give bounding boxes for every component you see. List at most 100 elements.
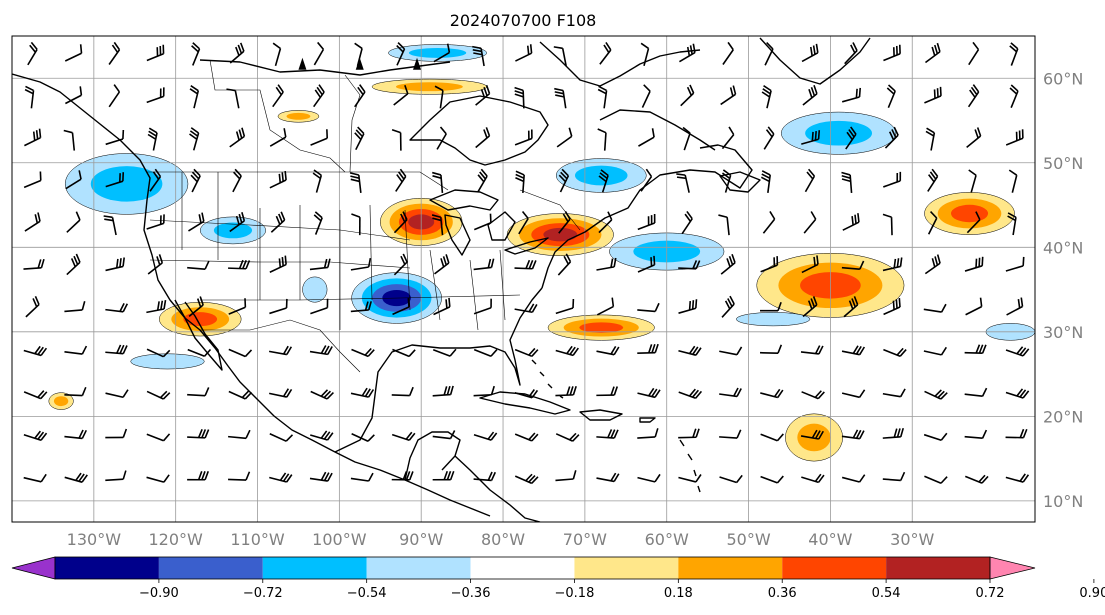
lon-label: 100°W bbox=[312, 530, 367, 549]
wind-barb bbox=[927, 168, 939, 192]
anomaly-contour-14-1 bbox=[286, 112, 311, 120]
lon-label: 30°W bbox=[890, 530, 934, 549]
wind-barb bbox=[269, 433, 294, 442]
wind-barb bbox=[189, 127, 200, 151]
wind-barb bbox=[23, 390, 48, 400]
wind-barb bbox=[473, 385, 495, 397]
wind-barb bbox=[923, 346, 947, 356]
wind-barb bbox=[147, 254, 164, 275]
wind-barb bbox=[681, 210, 693, 235]
wind-barb bbox=[108, 84, 121, 108]
wind-barb bbox=[270, 211, 286, 233]
wind-barb bbox=[187, 428, 210, 439]
wind-barbs bbox=[23, 41, 1030, 485]
wind-barb bbox=[841, 87, 862, 103]
wind-barb bbox=[719, 429, 742, 439]
wind-barb bbox=[966, 127, 982, 148]
wind-barb bbox=[1005, 473, 1030, 483]
wind-barb bbox=[433, 43, 451, 63]
map-area bbox=[12, 36, 1035, 522]
lat-label: 60°N bbox=[1043, 69, 1083, 88]
wind-barb bbox=[351, 213, 361, 236]
wind-barb bbox=[391, 386, 414, 397]
wind-barb bbox=[764, 42, 774, 66]
wind-barb bbox=[924, 389, 948, 400]
wind-barb bbox=[882, 257, 903, 272]
wind-barb bbox=[555, 386, 577, 397]
wind-barb bbox=[477, 168, 488, 193]
wind-barb bbox=[396, 42, 406, 66]
wind-barb bbox=[66, 211, 81, 233]
wind-barb bbox=[391, 128, 402, 151]
wind-barb bbox=[473, 348, 498, 358]
anomaly-contour-16-0 bbox=[736, 312, 811, 327]
wind-barb bbox=[763, 126, 775, 150]
wind-barb bbox=[841, 171, 853, 193]
anomaly-contour-4-3 bbox=[543, 227, 578, 242]
wind-barb bbox=[719, 474, 743, 484]
lon-label: 120°W bbox=[149, 530, 204, 549]
wind-barb bbox=[146, 214, 165, 230]
wind-barb bbox=[760, 170, 771, 193]
wind-barb bbox=[393, 253, 408, 276]
wind-barb bbox=[391, 471, 414, 481]
wind-barb bbox=[269, 170, 287, 189]
wind-barb bbox=[269, 298, 288, 315]
wind-barb bbox=[310, 298, 329, 315]
wind-barb bbox=[350, 301, 372, 313]
wind-barb bbox=[269, 472, 293, 483]
wind-barb bbox=[187, 387, 210, 397]
wind-barb bbox=[23, 345, 48, 357]
wind-barb bbox=[393, 211, 408, 234]
wind-barb bbox=[719, 387, 742, 398]
wind-barb bbox=[883, 44, 901, 62]
wind-barb bbox=[514, 432, 539, 442]
wind-barb bbox=[473, 213, 492, 231]
wind-barb bbox=[309, 345, 333, 356]
wind-barb bbox=[313, 211, 323, 235]
wind-barb bbox=[882, 213, 893, 236]
wind-barb bbox=[391, 431, 416, 442]
colorbar-label: 0.72 bbox=[976, 586, 1005, 601]
wind-barb bbox=[801, 390, 825, 400]
wind-barb bbox=[310, 129, 329, 146]
colorbar-label: 0.36 bbox=[768, 586, 797, 601]
wind-barb bbox=[228, 471, 251, 481]
wind-barb bbox=[392, 348, 416, 358]
wind-barb bbox=[514, 259, 537, 270]
wind-barb bbox=[678, 428, 700, 439]
wind-barb bbox=[927, 211, 938, 235]
wind-barb bbox=[24, 85, 35, 109]
wind-barb bbox=[1009, 42, 1019, 66]
wind-barb bbox=[845, 126, 857, 150]
wind-barb bbox=[63, 129, 76, 151]
wind-barb bbox=[1007, 212, 1017, 236]
lon-label: 110°W bbox=[230, 530, 285, 549]
wind-barb bbox=[64, 429, 87, 440]
wind-barb bbox=[350, 387, 375, 398]
wind-barb bbox=[105, 129, 125, 146]
wind-barb bbox=[555, 432, 580, 442]
wind-barb bbox=[641, 84, 651, 108]
colorbar-segment bbox=[55, 557, 159, 579]
wind-barb bbox=[229, 212, 246, 233]
wind-barb bbox=[432, 348, 457, 357]
wind-barb bbox=[760, 344, 783, 355]
colorbar-segment bbox=[470, 557, 575, 579]
anomaly-contour-0-1 bbox=[90, 166, 163, 202]
wind-barb bbox=[229, 42, 245, 64]
colorbar-segment bbox=[262, 557, 367, 579]
wind-barb bbox=[515, 170, 525, 193]
lat-label: 30°N bbox=[1043, 323, 1083, 342]
wind-barb bbox=[1008, 169, 1018, 193]
wind-barb bbox=[310, 389, 334, 400]
lon-label: 70°W bbox=[563, 530, 607, 549]
lat-label: 10°N bbox=[1043, 492, 1083, 511]
wind-barb bbox=[718, 214, 730, 236]
wind-barb bbox=[1005, 346, 1030, 357]
wind-barb bbox=[228, 390, 253, 400]
wind-barb bbox=[354, 126, 365, 151]
wind-barb bbox=[147, 127, 158, 151]
wind-barb bbox=[349, 172, 362, 193]
wind-barb bbox=[354, 84, 366, 108]
